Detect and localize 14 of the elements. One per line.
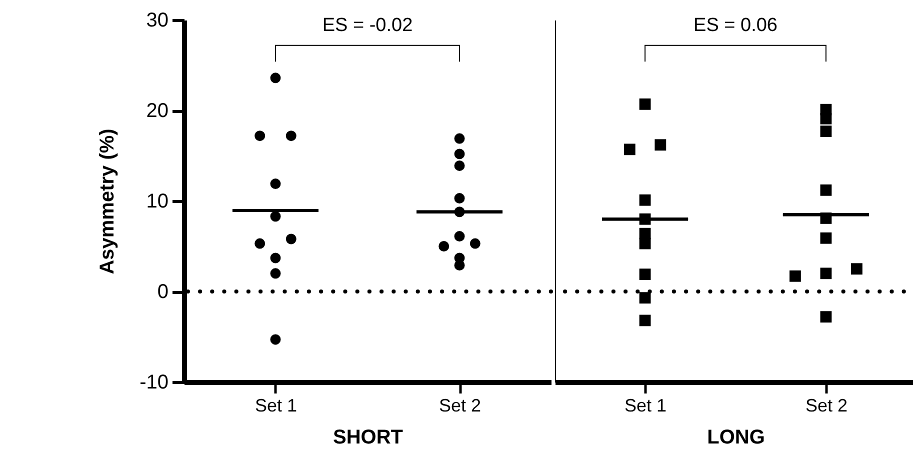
annotation: ES = -0.02 bbox=[322, 15, 413, 36]
x-tick-label: Set 2 bbox=[805, 396, 848, 416]
y-tick-label: 20 bbox=[146, 100, 168, 122]
x-axis-title: SHORT bbox=[333, 426, 403, 448]
y-tick-label: -10 bbox=[140, 372, 168, 394]
x-tick-label: Set 1 bbox=[624, 396, 667, 416]
x-tick-label: Set 2 bbox=[438, 396, 482, 416]
y-axis-title: Asymmetry (%) bbox=[96, 128, 119, 274]
x-tick-label: Set 1 bbox=[254, 396, 298, 416]
x-axis-title: LONG bbox=[707, 426, 765, 448]
annotation: ES = 0.06 bbox=[694, 15, 778, 36]
y-tick-label: 30 bbox=[146, 10, 168, 32]
y-tick-label: 10 bbox=[146, 190, 168, 212]
y-tick-label: 0 bbox=[157, 281, 168, 303]
